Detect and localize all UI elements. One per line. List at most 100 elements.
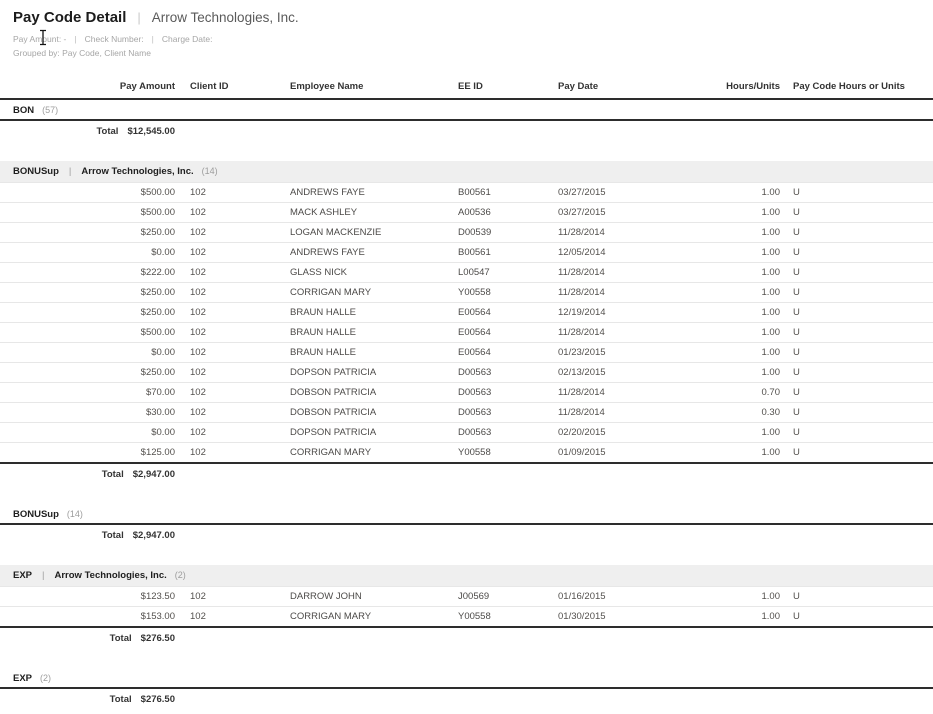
table-row: $500.00 102 ANDREWS FAYE B00561 03/27/2015 1.…	[0, 182, 933, 202]
group-header[interactable]: EXP | Arrow Technologies, Inc. (2)	[0, 565, 933, 586]
group-total-row: Total $12,545.00	[0, 121, 175, 143]
cell-pay-code-hours-or-units: U	[793, 327, 800, 338]
group-summary-header[interactable]: EXP (2)	[0, 668, 933, 689]
cell-pay-amount: $30.00	[145, 407, 175, 418]
group-total-row: Total $2,947.00	[0, 464, 175, 486]
cell-client-id: 102	[190, 307, 206, 318]
table-column-headers: Pay Amount Client ID Employee Name EE ID Pay…	[0, 81, 933, 100]
cell-pay-code-hours-or-units: U	[793, 347, 800, 358]
cell-hours-units: 1.00	[761, 267, 781, 278]
report-header: Pay Code Detail | Arrow Technologies, In…	[0, 0, 933, 58]
group-header[interactable]: BONUSup | Arrow Technologies, Inc. (14)	[0, 161, 933, 182]
cell-employee-name: DOPSON PATRICIA	[290, 367, 377, 378]
column-header-employee-name: Employee Name	[290, 81, 364, 92]
table-row: $30.00 102 DOBSON PATRICIA D00563 11/28/2014…	[0, 402, 933, 422]
cell-pay-date: 03/27/2015	[558, 207, 606, 218]
cell-hours-units: 0.30	[761, 407, 781, 418]
cell-pay-date: 12/05/2014	[558, 247, 606, 258]
cell-hours-units: 1.00	[761, 611, 781, 622]
cell-ee-id: L00547	[458, 267, 490, 278]
group-count: (57)	[42, 105, 59, 115]
cell-employee-name: DOPSON PATRICIA	[290, 427, 377, 438]
group-summary-header[interactable]: BONUSup (14)	[0, 504, 933, 525]
cell-employee-name: CORRIGAN MARY	[290, 611, 372, 622]
total-label: Total	[101, 530, 124, 541]
table-row: $125.00 102 CORRIGAN MARY Y00558 01/09/2015 1…	[0, 442, 933, 462]
cell-employee-name: BRAUN HALLE	[290, 327, 356, 338]
cell-pay-date: 11/28/2014	[558, 407, 605, 418]
column-header-pay-amount: Pay Amount	[119, 81, 175, 92]
cell-pay-date: 02/13/2015	[558, 367, 606, 378]
cell-pay-code-hours-or-units: U	[793, 267, 800, 278]
cell-employee-name: DOBSON PATRICIA	[290, 407, 377, 418]
cell-pay-date: 01/16/2015	[558, 591, 606, 602]
cell-pay-code-hours-or-units: U	[793, 307, 800, 318]
cell-ee-id: E00564	[458, 307, 491, 318]
cell-employee-name: GLASS NICK	[290, 267, 348, 278]
cell-pay-amount: $222.00	[140, 267, 175, 278]
cell-hours-units: 1.00	[761, 327, 781, 338]
cell-pay-code-hours-or-units: U	[793, 247, 800, 258]
cell-ee-id: E00564	[458, 347, 491, 358]
cell-client-id: 102	[190, 187, 206, 198]
table-row: $222.00 102 GLASS NICK L00547 11/28/2014 1.00…	[0, 262, 933, 282]
cell-client-id: 102	[190, 591, 206, 602]
cell-client-id: 102	[190, 227, 206, 238]
cell-client-id: 102	[190, 247, 206, 258]
group-rows: $123.50 102 DARROW JOHN J00569 01/16/2015 1.0…	[0, 586, 933, 628]
cell-pay-date: 11/28/2014	[558, 287, 605, 298]
cell-pay-date: 01/09/2015	[558, 447, 606, 458]
title-line: Pay Code Detail | Arrow Technologies, In…	[13, 9, 919, 26]
filter-part: Charge Date:	[161, 34, 213, 44]
cell-ee-id: Y00558	[458, 611, 491, 622]
cell-pay-amount: $500.00	[140, 207, 175, 218]
table-row: $0.00 102 ANDREWS FAYE B00561 12/05/2014 1.00…	[0, 242, 933, 262]
cell-hours-units: 1.00	[761, 307, 781, 318]
cell-employee-name: MACK ASHLEY	[290, 207, 358, 218]
cell-ee-id: A00536	[458, 207, 491, 218]
cell-pay-amount: $500.00	[140, 327, 175, 338]
column-header-client-id: Client ID	[190, 81, 229, 92]
cell-pay-amount: $250.00	[140, 307, 175, 318]
cell-pay-code-hours-or-units: U	[793, 407, 800, 418]
cell-pay-amount: $500.00	[140, 187, 175, 198]
table-row: $500.00 102 BRAUN HALLE E00564 11/28/2014 1.0…	[0, 322, 933, 342]
cell-employee-name: ANDREWS FAYE	[290, 247, 365, 258]
cell-pay-date: 11/28/2014	[558, 267, 605, 278]
cell-pay-code-hours-or-units: U	[793, 207, 800, 218]
group-rows: $500.00 102 ANDREWS FAYE B00561 03/27/2015 1.…	[0, 182, 933, 464]
group-summary-header[interactable]: BON (57)	[0, 100, 933, 121]
group-total-row: Total $276.50	[0, 689, 175, 711]
total-label: Total	[109, 633, 132, 644]
cell-pay-code-hours-or-units: U	[793, 611, 800, 622]
table-row: $250.00 102 BRAUN HALLE E00564 12/19/2014 1.0…	[0, 302, 933, 322]
cell-pay-code-hours-or-units: U	[793, 287, 800, 298]
group-pay-code: BONUSup	[13, 509, 59, 520]
total-amount: $2,947.00	[132, 530, 175, 541]
cell-pay-code-hours-or-units: U	[793, 591, 800, 602]
group-client-name: Arrow Technologies, Inc.	[81, 166, 194, 177]
cell-pay-amount: $0.00	[151, 347, 175, 358]
cell-employee-name: DOBSON PATRICIA	[290, 387, 377, 398]
group-pay-code: EXP	[13, 570, 33, 581]
cell-hours-units: 1.00	[761, 347, 781, 358]
cell-ee-id: D00563	[458, 387, 492, 398]
title-divider: |	[137, 10, 141, 25]
column-header-pay-date: Pay Date	[558, 81, 599, 92]
cell-ee-id: D00563	[458, 367, 492, 378]
cell-pay-date: 11/28/2014	[558, 227, 605, 238]
cell-hours-units: 1.00	[761, 227, 781, 238]
group-client-name: Arrow Technologies, Inc.	[54, 570, 167, 581]
cell-ee-id: D00539	[458, 227, 492, 238]
cell-pay-amount: $123.50	[140, 591, 175, 602]
cell-pay-amount: $70.00	[145, 387, 175, 398]
cell-employee-name: BRAUN HALLE	[290, 347, 356, 358]
cell-client-id: 102	[190, 267, 206, 278]
filter-summary: Pay Amount: - | Check Number: | Charge Date:	[13, 34, 919, 44]
cell-ee-id: D00563	[458, 407, 492, 418]
cell-client-id: 102	[190, 367, 206, 378]
total-amount: $276.50	[140, 694, 175, 705]
cell-pay-date: 11/28/2014	[558, 327, 605, 338]
cell-pay-date: 02/20/2015	[558, 427, 606, 438]
